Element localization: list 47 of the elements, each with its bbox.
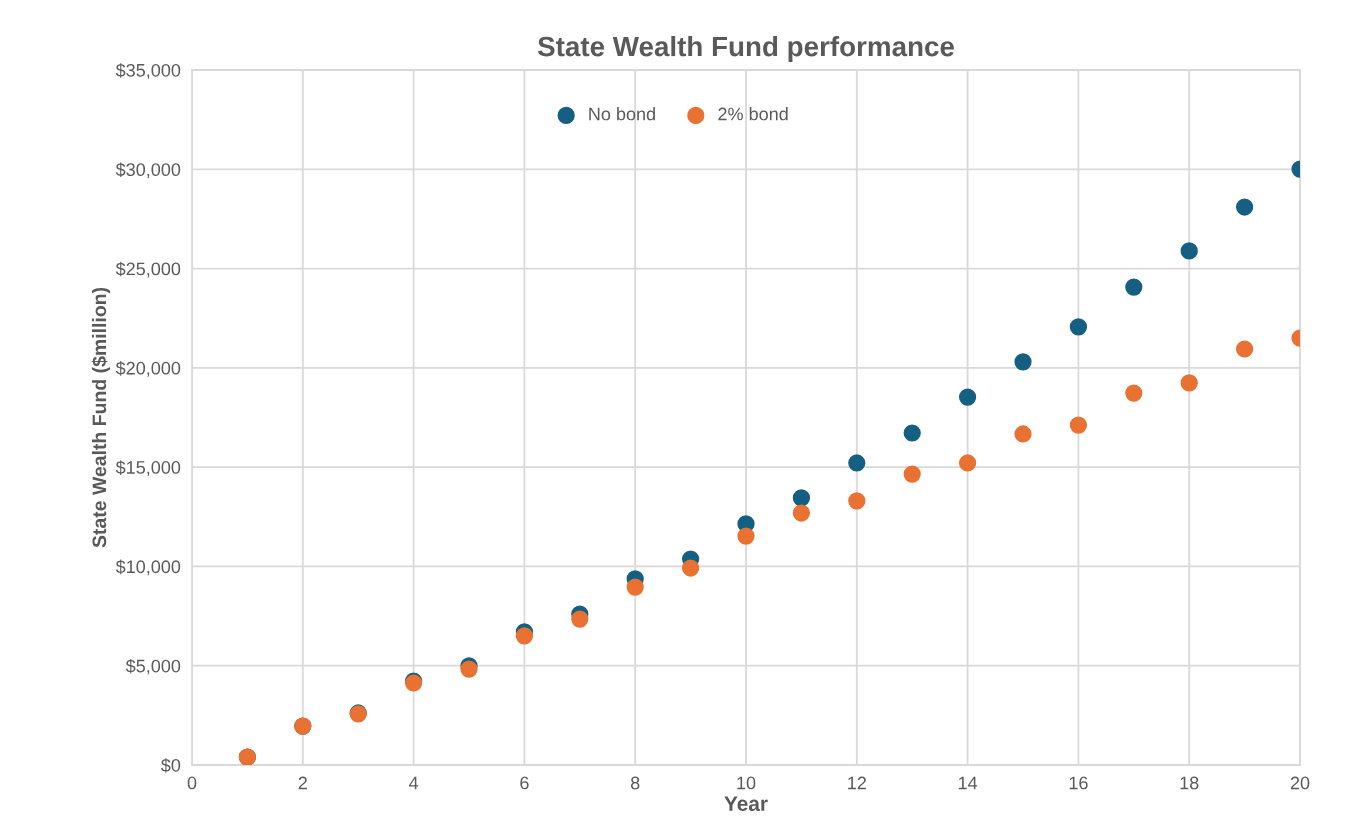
x-tick-label: 4	[408, 776, 419, 790]
point	[1069, 318, 1088, 336]
point	[1069, 416, 1088, 434]
x-tick-label: 12	[848, 776, 866, 790]
point	[737, 527, 755, 545]
x-tick-label: 20	[1290, 776, 1310, 790]
x-tick-label: 16	[1069, 776, 1088, 790]
point	[1235, 340, 1254, 358]
point	[571, 610, 589, 628]
point	[1180, 242, 1198, 260]
point	[681, 559, 700, 577]
point	[848, 454, 866, 472]
point	[903, 424, 921, 442]
legend-label: No bond	[589, 107, 655, 121]
point	[848, 492, 866, 510]
point	[1125, 278, 1143, 296]
x-axis-title: Year	[724, 796, 768, 812]
y-tick-label: $30,000	[115, 162, 181, 179]
x-tick-label: 0	[187, 776, 197, 790]
x-tick-label: 6	[520, 776, 529, 790]
chart-title: State Wealth Fund performance	[537, 35, 954, 62]
point	[958, 454, 977, 472]
y-tick-label: $25,000	[115, 261, 181, 278]
y-tick-label: $0	[161, 758, 181, 773]
x-tick-label: 18	[1180, 776, 1199, 790]
x-tick-label: 10	[737, 776, 756, 790]
y-axis-title: State Wealth Fund ($million)	[91, 287, 111, 548]
point	[958, 388, 977, 406]
x-tick-label: 8	[630, 776, 640, 790]
legend-label: 2% bond	[718, 107, 788, 121]
point	[515, 627, 534, 645]
point	[1125, 384, 1143, 402]
point	[1235, 198, 1254, 216]
x-tick-label: 14	[958, 776, 978, 790]
point	[1180, 374, 1198, 392]
point	[626, 578, 644, 596]
x-tick-label: 2	[298, 776, 307, 790]
point	[1014, 353, 1032, 371]
point	[903, 465, 921, 483]
y-tick-label: $15,000	[115, 460, 181, 476]
point	[792, 504, 811, 522]
point	[792, 489, 811, 507]
y-tick-label: $20,000	[115, 361, 181, 377]
point	[1014, 425, 1032, 443]
y-tick-label: $5,000	[125, 658, 181, 675]
y-tick-label: $10,000	[115, 559, 181, 576]
y-tick-label: $35,000	[115, 63, 181, 79]
